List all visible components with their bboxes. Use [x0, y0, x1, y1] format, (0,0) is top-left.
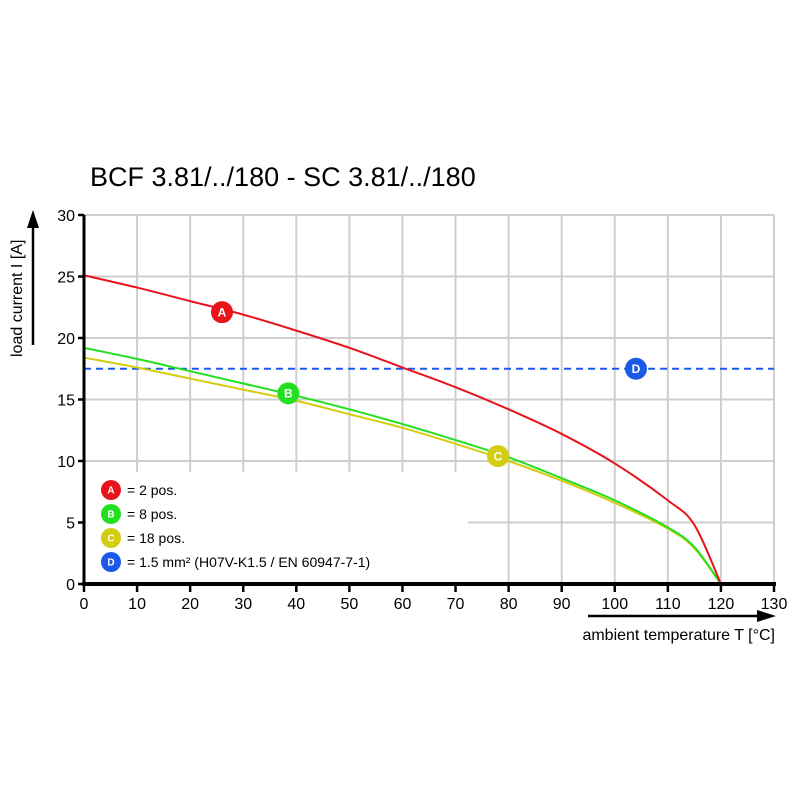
marker-circle — [277, 382, 300, 405]
legend-label-b: = 8 pos. — [127, 506, 177, 522]
y-tick-label: 25 — [57, 270, 75, 287]
x-tick-label: 80 — [500, 596, 518, 613]
x-tick-label: 20 — [181, 596, 199, 613]
axes: 0 10 20 30 40 50 60 70 80 90 100 110 120 130 0 5 10 15 20 2… — [57, 208, 787, 613]
legend-label-c: = 18 pos. — [127, 530, 185, 546]
x-axis-arrowhead — [757, 610, 776, 622]
y-axis-label: load current I [A] — [9, 240, 26, 357]
legend-label-a: = 2 pos. — [127, 482, 177, 498]
marker-circle — [487, 445, 509, 468]
y-tick-label: 20 — [57, 331, 75, 348]
marker-c: C — [487, 445, 509, 468]
y-tick-label: 5 — [66, 516, 75, 533]
x-tick-label: 40 — [287, 596, 305, 613]
marker-d: D — [625, 357, 647, 380]
legend-marker-a: A — [101, 480, 121, 500]
series-line-a — [83, 274, 722, 585]
series-lines — [83, 274, 774, 585]
marker-letter: D — [107, 558, 114, 569]
x-tick-label: 0 — [80, 596, 89, 613]
x-axis-label: ambient temperature T [°C] — [582, 627, 775, 644]
marker-b: B — [277, 382, 300, 405]
marker-letter: B — [107, 510, 114, 521]
y-tick-label: 0 — [66, 577, 75, 594]
x-tick-label: 110 — [655, 596, 681, 613]
legend-background — [86, 472, 468, 582]
x-tick-label: 90 — [553, 596, 571, 613]
marker-circle — [625, 357, 647, 380]
y-tick-label: 30 — [57, 208, 75, 225]
marker-circle — [101, 552, 121, 572]
marker-a: A — [211, 301, 233, 324]
marker-letter: B — [284, 387, 293, 401]
marker-circle — [211, 301, 233, 324]
marker-circle — [101, 504, 121, 524]
x-tick-label: 60 — [394, 596, 412, 613]
legend-marker-b: B — [101, 504, 121, 524]
series-markers: A B C D — [211, 301, 647, 468]
chart-title: BCF 3.81/../180 - SC 3.81/../180 — [90, 162, 476, 192]
marker-letter: A — [218, 305, 227, 319]
marker-letter: C — [494, 449, 503, 463]
y-axis-arrowhead — [27, 210, 39, 228]
x-tick-label: 120 — [708, 596, 735, 613]
x-tick-label: 70 — [447, 596, 465, 613]
y-tick-label: 10 — [57, 454, 75, 471]
marker-letter: C — [107, 534, 114, 545]
legend-marker-d: D — [101, 552, 121, 572]
marker-letter: D — [632, 362, 641, 376]
series-line-c — [83, 356, 722, 585]
legend: A = 2 pos. B = 8 pos. C = 18 pos. D = 1.5 mm² (… — [101, 480, 370, 572]
x-tick-label: 130 — [761, 596, 788, 613]
x-tick-label: 50 — [340, 596, 358, 613]
legend-label-d: = 1.5 mm² (H07V-K1.5 / EN 60947-7-1) — [127, 554, 370, 570]
marker-circle — [101, 528, 121, 548]
x-tick-label: 10 — [128, 596, 146, 613]
marker-circle — [101, 480, 121, 500]
marker-letter: A — [107, 486, 114, 497]
x-tick-label: 30 — [234, 596, 252, 613]
legend-marker-c: C — [101, 528, 121, 548]
y-tick-label: 15 — [57, 393, 75, 410]
series-line-b — [83, 346, 722, 585]
x-tick-label: 100 — [601, 596, 628, 613]
